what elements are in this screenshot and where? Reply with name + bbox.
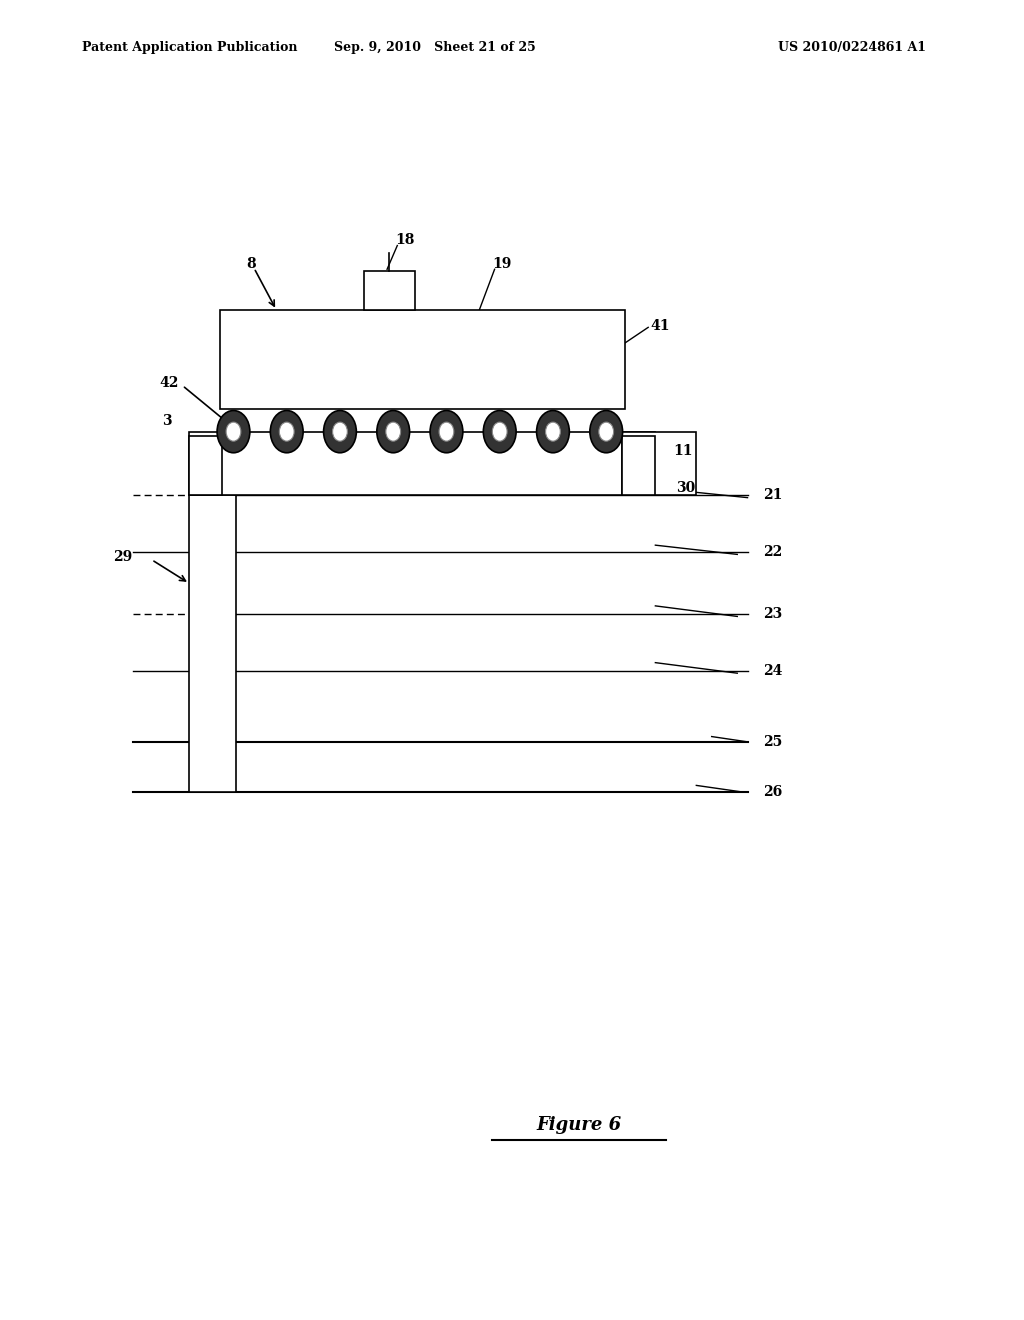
Circle shape — [333, 422, 347, 441]
Circle shape — [270, 411, 303, 453]
Text: Patent Application Publication: Patent Application Publication — [82, 41, 297, 54]
Text: 22: 22 — [763, 545, 782, 558]
Text: 25: 25 — [763, 735, 782, 748]
Text: Sep. 9, 2010   Sheet 21 of 25: Sep. 9, 2010 Sheet 21 of 25 — [334, 41, 537, 54]
Circle shape — [546, 422, 560, 441]
Bar — [189, 436, 222, 495]
Text: 19: 19 — [493, 257, 511, 271]
Text: Figure 6: Figure 6 — [536, 1115, 622, 1134]
Circle shape — [280, 422, 294, 441]
Text: 11: 11 — [673, 445, 692, 458]
Text: 26: 26 — [763, 785, 782, 799]
Circle shape — [217, 411, 250, 453]
Circle shape — [599, 422, 613, 441]
Text: US 2010/0224861 A1: US 2010/0224861 A1 — [778, 41, 927, 54]
Bar — [220, 310, 625, 409]
Text: 30: 30 — [676, 482, 695, 495]
Circle shape — [386, 422, 400, 441]
Circle shape — [537, 411, 569, 453]
Bar — [622, 432, 696, 495]
Circle shape — [377, 411, 410, 453]
Text: 29: 29 — [114, 550, 132, 564]
Text: 8: 8 — [246, 257, 256, 271]
Text: 3: 3 — [162, 414, 172, 428]
Text: 42: 42 — [160, 376, 178, 389]
Text: 18: 18 — [395, 234, 414, 247]
Text: 21: 21 — [763, 488, 782, 502]
Text: 24: 24 — [763, 664, 782, 677]
Circle shape — [430, 411, 463, 453]
Text: 41: 41 — [650, 319, 670, 333]
Circle shape — [493, 422, 507, 441]
Text: 23: 23 — [763, 607, 782, 620]
Bar — [622, 436, 655, 495]
Circle shape — [590, 411, 623, 453]
Circle shape — [226, 422, 241, 441]
Bar — [189, 432, 655, 495]
Circle shape — [324, 411, 356, 453]
Bar — [189, 495, 236, 792]
Circle shape — [439, 422, 454, 441]
Circle shape — [483, 411, 516, 453]
Bar — [364, 271, 415, 310]
